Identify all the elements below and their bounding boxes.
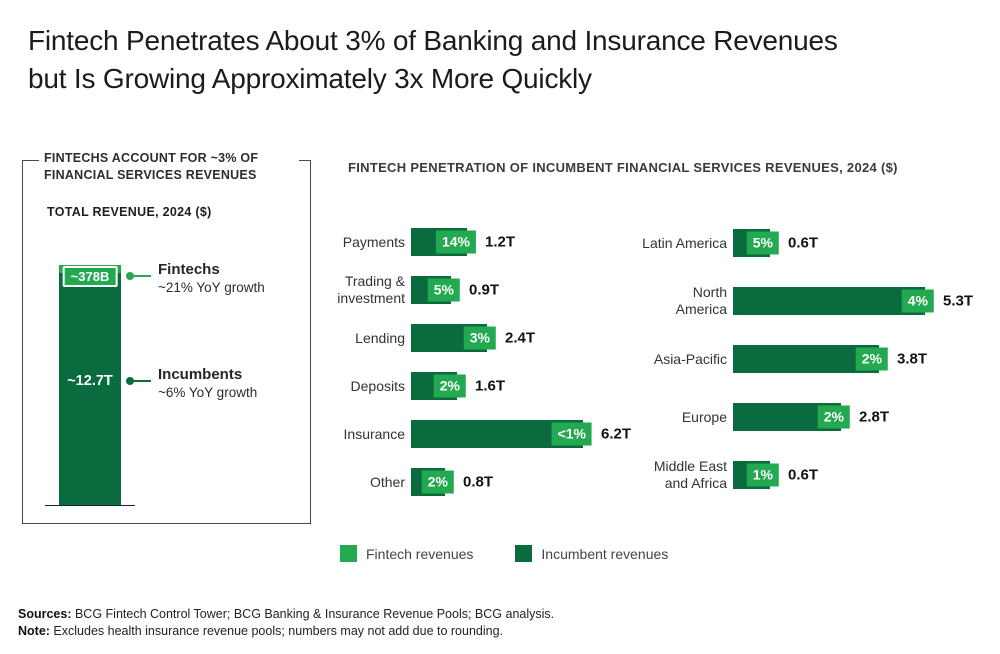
- sectors-row-5: Insurance <1% 6.2T: [335, 410, 635, 458]
- incumbent-swatch-icon: [515, 545, 533, 562]
- bar-area: 2% 0.8T: [411, 468, 635, 496]
- regions-row-4: Europe 2% 2.8T: [640, 388, 980, 446]
- bar-area: 14% 1.2T: [411, 228, 635, 256]
- sectors-row-3: Lending 3% 2.4T: [335, 314, 635, 362]
- fintech-share-badge: 5%: [427, 278, 460, 302]
- fintech-total-badge: ~378B: [62, 266, 118, 287]
- incumbent-revenue-value: 1.6T: [475, 377, 506, 395]
- bar-area: 5% 0.6T: [733, 229, 980, 257]
- footer-sources-line: Sources: BCG Fintech Control Tower; BCG …: [18, 606, 554, 623]
- fintech-callout: Fintechs ~21% YoY growth: [126, 261, 265, 296]
- fintech-share-badge: 14%: [435, 230, 476, 254]
- fintech-swatch-icon: [340, 545, 357, 562]
- fintech-share-badge: 2%: [817, 405, 850, 429]
- regions-row-3: Asia-Pacific 2% 3.8T: [640, 330, 980, 388]
- panel-legend-title: FINTECHS ACCOUNT FOR ~3% OF FINANCIAL SE…: [39, 150, 299, 184]
- dot-icon: [126, 377, 134, 385]
- incumbent-revenue-value: 3.8T: [897, 350, 928, 368]
- regions-row-5: Middle East and Africa 1% 0.6T: [640, 446, 980, 504]
- regions-row-1: Latin America 5% 0.6T: [640, 214, 980, 272]
- sectors-row-4: Deposits 2% 1.6T: [335, 362, 635, 410]
- bar-baseline: [45, 505, 135, 506]
- incumbent-total-label: ~12.7T: [67, 373, 113, 389]
- bar-area: 2% 3.8T: [733, 345, 980, 373]
- panel-subtitle: TOTAL REVENUE, 2024 ($): [47, 205, 212, 219]
- callout-connector-icon: [126, 272, 151, 280]
- incumbent-revenue-value: 2.8T: [859, 408, 890, 426]
- bar-area: 2% 1.6T: [411, 372, 635, 400]
- total-revenue-panel: FINTECHS ACCOUNT FOR ~3% OF FINANCIAL SE…: [22, 150, 311, 524]
- bar-area: 3% 2.4T: [411, 324, 635, 352]
- row-label: Middle East and Africa: [653, 458, 727, 491]
- incumbent-callout-title: Incumbents: [158, 366, 243, 383]
- row-label: Asia-Pacific: [653, 350, 727, 367]
- sectors-row-1: Payments 14% 1.2T: [335, 218, 635, 266]
- line-icon: [134, 380, 151, 382]
- incumbent-revenue-value: 0.8T: [463, 473, 494, 491]
- bar-area: <1% 6.2T: [411, 420, 635, 448]
- legend-item-fintech: Fintech revenues: [340, 545, 473, 562]
- footer: Sources: BCG Fintech Control Tower; BCG …: [18, 606, 554, 640]
- fintech-share-badge: <1%: [551, 422, 592, 446]
- incumbent-revenue-value: 0.9T: [469, 281, 500, 299]
- footer-note-line: Note: Excludes health insurance revenue …: [18, 623, 554, 640]
- fintech-callout-title: Fintechs: [158, 261, 220, 278]
- bar-area: 4% 5.3T: [733, 287, 980, 315]
- row-label: North America: [675, 284, 727, 317]
- line-icon: [134, 275, 151, 277]
- page-title-line2: but Is Growing Approximately 3x More Qui…: [28, 63, 592, 94]
- row-label: Trading & investment: [337, 273, 405, 306]
- sources-label: Sources:: [18, 607, 72, 621]
- sectors-row-6: Other 2% 0.8T: [335, 458, 635, 506]
- bar-area: 1% 0.6T: [733, 461, 980, 489]
- region-bars-group: Latin America 5% 0.6T North America 4% 5.3T As…: [640, 214, 980, 504]
- incumbent-revenue-bar: [733, 345, 879, 373]
- fintech-callout-text: Fintechs ~21% YoY growth: [158, 261, 265, 296]
- chart-legend: Fintech revenues Incumbent revenues: [340, 545, 668, 562]
- fintech-share-badge: 2%: [433, 374, 466, 398]
- sectors-row-2: Trading & investment 5% 0.9T: [335, 266, 635, 314]
- sector-bars-group: Payments 14% 1.2T Trading & investment 5% 0.9…: [335, 218, 635, 506]
- chart-header: FINTECH PENETRATION OF INCUMBENT FINANCI…: [348, 160, 898, 175]
- page-title-line1: Fintech Penetrates About 3% of Banking a…: [28, 25, 838, 56]
- bar-area: 5% 0.9T: [411, 276, 635, 304]
- incumbent-revenue-value: 0.6T: [788, 234, 819, 252]
- incumbent-callout-sub: ~6% YoY growth: [158, 385, 258, 400]
- row-label: Deposits: [350, 377, 405, 394]
- fintech-share-badge: 3%: [463, 326, 496, 350]
- incumbent-revenue-value: 5.3T: [943, 292, 974, 310]
- row-label: Insurance: [343, 425, 405, 442]
- legend-label-fintech: Fintech revenues: [366, 545, 474, 562]
- row-label: Payments: [342, 233, 405, 250]
- dot-icon: [126, 272, 134, 280]
- row-label: Latin America: [642, 234, 727, 251]
- row-label: Lending: [355, 329, 405, 346]
- fintech-callout-sub: ~21% YoY growth: [158, 280, 265, 295]
- sources-text: BCG Fintech Control Tower; BCG Banking &…: [71, 607, 555, 621]
- note-label: Note:: [18, 624, 50, 638]
- callout-connector-icon: [126, 377, 151, 385]
- incumbent-revenue-value: 6.2T: [601, 425, 632, 443]
- fintech-share-badge: 4%: [901, 289, 934, 313]
- incumbent-revenue-bar: [733, 287, 925, 315]
- legend-label-incumbent: Incumbent revenues: [541, 545, 669, 562]
- incumbent-revenue-value: 1.2T: [485, 233, 516, 251]
- incumbent-revenue-value: 2.4T: [505, 329, 536, 347]
- row-label: Europe: [681, 408, 727, 425]
- page-title: Fintech Penetrates About 3% of Banking a…: [28, 22, 838, 98]
- total-revenue-stacked-bar: ~378B ~12.7T: [59, 265, 121, 505]
- regions-row-2: North America 4% 5.3T: [640, 272, 980, 330]
- bar-area: 2% 2.8T: [733, 403, 980, 431]
- fintech-share-badge: 2%: [855, 347, 888, 371]
- fintech-share-badge: 2%: [421, 470, 454, 494]
- incumbent-revenue-value: 0.6T: [788, 466, 819, 484]
- fintech-share-badge: 1%: [746, 463, 779, 487]
- incumbent-callout-text: Incumbents ~6% YoY growth: [158, 366, 257, 401]
- incumbent-callout: Incumbents ~6% YoY growth: [126, 366, 257, 401]
- row-label: Other: [369, 473, 405, 490]
- fintech-share-badge: 5%: [746, 231, 779, 255]
- note-text: Excludes health insurance revenue pools;…: [49, 624, 504, 638]
- legend-item-incumbent: Incumbent revenues: [515, 545, 668, 562]
